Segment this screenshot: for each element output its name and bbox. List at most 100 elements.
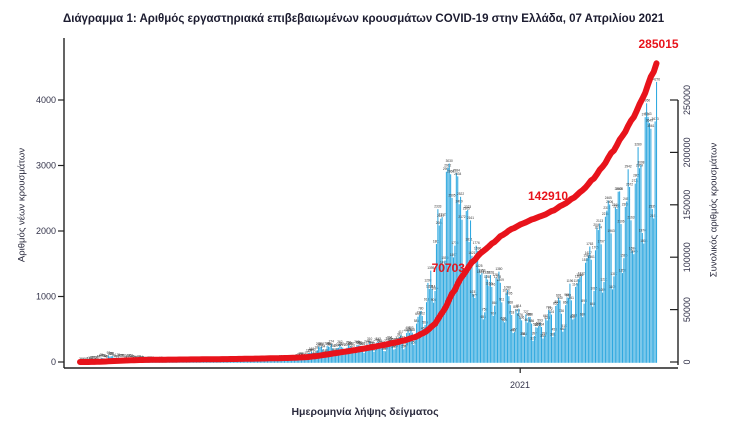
daily-cases-bar bbox=[406, 333, 408, 363]
daily-cases-bar bbox=[401, 340, 403, 363]
daily-cases-bar bbox=[654, 121, 656, 363]
daily-cases-bar bbox=[451, 197, 453, 363]
daily-cases-bar bbox=[424, 324, 426, 363]
bar-value-label: 417 bbox=[398, 330, 404, 334]
daily-cases-bar bbox=[262, 360, 264, 363]
daily-cases-bar bbox=[268, 360, 270, 363]
bar-value-label: 397 bbox=[532, 331, 538, 335]
bar-value-label: 160 bbox=[309, 347, 315, 351]
daily-cases-bar bbox=[376, 342, 378, 363]
bar-value-label: 1477 bbox=[440, 261, 447, 265]
bar-value-label: 1208 bbox=[424, 278, 431, 282]
bar-value-label: 602 bbox=[525, 318, 531, 322]
bar-value-label: 2905 bbox=[443, 167, 450, 171]
daily-cases-bar bbox=[502, 320, 504, 363]
bar-value-label: 2333 bbox=[434, 205, 441, 209]
bar-value-label: 1114 bbox=[426, 284, 433, 288]
bar-value-label: 977 bbox=[472, 293, 478, 297]
bar-value-label: 2106 bbox=[617, 219, 624, 223]
bar-value-label: 239 bbox=[347, 342, 353, 346]
daily-cases-bar bbox=[350, 346, 352, 363]
daily-cases-bar bbox=[435, 244, 437, 363]
daily-cases-bar bbox=[647, 116, 649, 363]
daily-cases-bar bbox=[599, 223, 601, 363]
daily-cases-bar bbox=[408, 332, 410, 363]
daily-cases-bar bbox=[521, 320, 523, 363]
daily-cases-bar bbox=[360, 346, 362, 363]
bar-value-label: 1627 bbox=[585, 251, 592, 255]
bar-value-label: 941 bbox=[569, 296, 575, 300]
daily-cases-bar bbox=[492, 315, 494, 363]
daily-cases-bar bbox=[630, 220, 632, 363]
bar-value-label: 208 bbox=[330, 344, 336, 348]
bar-value-label: 2335 bbox=[649, 204, 656, 208]
daily-cases-bar bbox=[498, 271, 500, 363]
bar-value-label: 146 bbox=[333, 348, 339, 352]
daily-cases-bar bbox=[479, 274, 481, 363]
bar-value-label: 137 bbox=[306, 348, 312, 352]
bar-value-label: 194 bbox=[320, 345, 326, 349]
bar-value-label: 801 bbox=[513, 305, 519, 309]
bar-value-label: 772 bbox=[547, 307, 553, 311]
y-right-tick-label: 250000 bbox=[682, 85, 692, 115]
bar-value-label: 534 bbox=[539, 322, 545, 326]
daily-cases-bar bbox=[407, 330, 409, 363]
bar-value-label: 48 bbox=[105, 354, 109, 358]
bar-value-label: 2834 bbox=[454, 172, 461, 176]
y-right-tick-label: 100000 bbox=[682, 242, 692, 272]
bar-value-label: 2368 bbox=[622, 202, 629, 206]
bar-value-label: 18 bbox=[94, 356, 98, 360]
daily-cases-bar bbox=[470, 220, 472, 363]
bar-value-label: 310 bbox=[367, 337, 373, 341]
daily-cases-bar bbox=[266, 360, 268, 363]
bar-value-label: 1776 bbox=[473, 241, 480, 245]
bar-value-label: 986 bbox=[564, 293, 570, 297]
daily-cases-bar bbox=[518, 308, 520, 363]
daily-cases-bar bbox=[516, 313, 518, 363]
bar-value-label: 238 bbox=[319, 342, 325, 346]
daily-cases-bar bbox=[359, 345, 361, 363]
daily-cases-bar bbox=[526, 322, 528, 363]
daily-cases-bar bbox=[532, 340, 534, 363]
daily-cases-bar bbox=[275, 360, 277, 363]
bar-value-label: 63 bbox=[119, 353, 123, 357]
daily-cases-bar bbox=[374, 349, 376, 363]
daily-cases-bar bbox=[292, 359, 294, 363]
daily-cases-bar bbox=[491, 286, 493, 363]
bar-value-label: 1808 bbox=[640, 239, 647, 243]
daily-cases-bar bbox=[552, 337, 554, 363]
bar-value-label: 2884 bbox=[453, 169, 460, 173]
bar-value-label: 399 bbox=[542, 331, 548, 335]
daily-cases-bar bbox=[619, 191, 621, 363]
daily-cases-bar bbox=[295, 359, 297, 363]
bar-value-label: 262 bbox=[337, 340, 343, 344]
daily-cases-bar bbox=[633, 254, 635, 363]
bar-value-label: 684 bbox=[580, 313, 586, 317]
daily-cases-bar bbox=[384, 351, 386, 363]
bar-value-label: 139 bbox=[323, 348, 329, 352]
daily-cases-bar bbox=[638, 168, 641, 363]
bar-value-label: 258 bbox=[346, 341, 352, 345]
bar-value-label: 274 bbox=[364, 339, 370, 343]
bar-value-label: 1159 bbox=[486, 281, 493, 285]
bar-value-label: 47 bbox=[97, 354, 101, 358]
daily-cases-bar bbox=[383, 351, 385, 363]
daily-cases-bar bbox=[283, 360, 286, 363]
bar-value-label: 855 bbox=[553, 301, 559, 305]
bar-value-label: 1031 bbox=[470, 290, 477, 294]
bar-value-label: 2187 bbox=[437, 214, 444, 218]
y-right-tick-label: 150000 bbox=[682, 190, 692, 220]
daily-cases-bar bbox=[558, 298, 560, 363]
bar-value-label: 332 bbox=[400, 336, 406, 340]
daily-cases-bar bbox=[569, 283, 571, 363]
daily-cases-bar bbox=[627, 169, 629, 363]
bar-value-label: 79 bbox=[298, 352, 302, 356]
daily-cases-bar bbox=[512, 332, 514, 363]
bar-value-label: 2724 bbox=[632, 179, 639, 183]
bar-value-label: 52 bbox=[128, 354, 132, 358]
daily-cases-bar bbox=[391, 342, 393, 363]
bar-value-label: 717 bbox=[417, 310, 423, 314]
bar-value-label: 218 bbox=[336, 343, 342, 347]
daily-cases-bar bbox=[580, 276, 582, 363]
daily-cases-bar bbox=[577, 279, 579, 363]
